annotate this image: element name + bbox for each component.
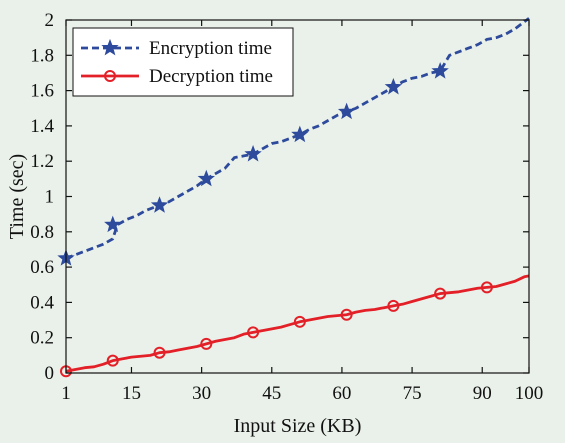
encryption-time-marker bbox=[197, 169, 215, 187]
y-tick-label: 0 bbox=[45, 363, 55, 384]
encryption-time-marker bbox=[384, 77, 403, 95]
encryption-time-marker bbox=[431, 62, 449, 79]
x-tick-label: 30 bbox=[192, 383, 211, 404]
y-axis-label: Time (sec) bbox=[6, 154, 28, 239]
y-tick-label: 1.2 bbox=[30, 151, 54, 172]
y-tick-label: 2 bbox=[45, 10, 55, 31]
decryption-time-marker bbox=[200, 337, 213, 350]
decryption-time-marker bbox=[106, 354, 119, 367]
y-tick-label: 0.2 bbox=[30, 328, 54, 349]
decryption-time-marker bbox=[434, 287, 447, 300]
encryption-time-marker bbox=[244, 145, 262, 162]
y-tick-label: 0.8 bbox=[30, 222, 54, 243]
decryption-time-marker bbox=[480, 281, 493, 294]
x-tick-label: 1 bbox=[61, 383, 71, 404]
y-tick-label: 1.4 bbox=[30, 116, 54, 137]
axis-ticks: 1 15 30 45 60 75 90 100 0 0.2 0.4 0.6 0.8 1 1.2 1.4 1.6 1… bbox=[30, 10, 543, 404]
x-tick-label: 75 bbox=[403, 383, 422, 404]
x-tick-label: 60 bbox=[332, 383, 351, 404]
legend-decryption-time-marker bbox=[104, 70, 116, 82]
x-tick-label: 90 bbox=[473, 383, 492, 404]
legend: Encryption time Decryption time bbox=[72, 27, 294, 97]
legend-encryption-time-marker bbox=[101, 38, 119, 56]
decryption-time-marker bbox=[340, 308, 353, 321]
legend-encryption-time-label: Encryption time bbox=[149, 38, 272, 59]
y-tick-label: 1.6 bbox=[30, 81, 54, 102]
encryption-time-marker bbox=[150, 196, 169, 213]
encryption-time-marker bbox=[291, 125, 309, 143]
y-tick-label: 0.4 bbox=[30, 292, 54, 313]
y-tick-label: 1 bbox=[45, 187, 55, 208]
plot-marks bbox=[57, 17, 530, 378]
encryption-time-line bbox=[65, 17, 530, 260]
encryption-time-marker bbox=[337, 102, 356, 120]
y-tick-label: 0.6 bbox=[30, 257, 54, 278]
decryption-time-marker bbox=[293, 315, 306, 328]
legend-box bbox=[72, 27, 294, 97]
y-tick-label: 1.8 bbox=[30, 45, 54, 66]
x-tick-label: 45 bbox=[262, 383, 281, 404]
encryption-time-marker bbox=[104, 215, 122, 233]
x-axis-label: Input Size (KB) bbox=[234, 415, 362, 437]
legend-decryption-time-label: Decryption time bbox=[149, 66, 273, 87]
x-tick-label: 100 bbox=[515, 383, 544, 404]
legend-items: Encryption time Decryption time bbox=[81, 38, 273, 87]
decryption-time-line bbox=[65, 274, 530, 373]
decryption-time-marker bbox=[153, 346, 166, 359]
x-tick-label: 15 bbox=[122, 383, 141, 404]
decryption-time-marker bbox=[387, 299, 400, 312]
decryption-time-marker bbox=[247, 326, 260, 339]
